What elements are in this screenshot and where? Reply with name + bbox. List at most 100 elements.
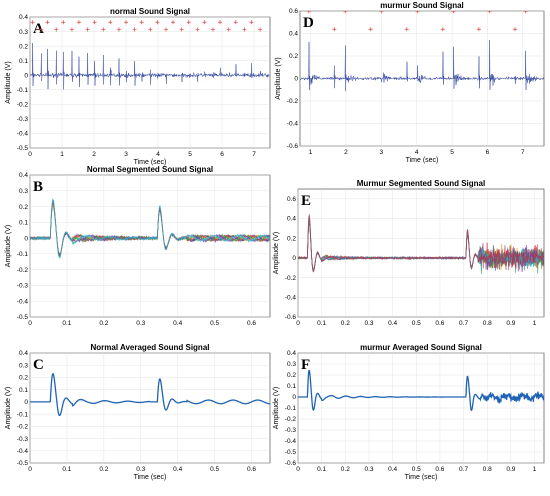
peak-marker xyxy=(513,27,518,32)
panel-letter: B xyxy=(33,179,43,195)
x-tick-label: 5 xyxy=(450,149,454,156)
x-tick-label: 0.1 xyxy=(317,466,326,473)
chart-panel-a: 0 1 2 3 4 5 6 7 -0.5 -0.4 -0.3 -0.2 -0.1 0 0.1 0.2 0.3 0.… xyxy=(5,7,271,166)
panel-letter: F xyxy=(301,357,310,373)
peak-marker xyxy=(148,27,153,32)
y-tick-label: -0.3 xyxy=(17,116,29,123)
peak-marker xyxy=(415,11,420,14)
x-tick-label: 0.8 xyxy=(483,466,492,473)
y-axis-label: Amplitude (V) xyxy=(5,387,12,429)
peak-marker xyxy=(306,11,311,14)
peak-marker xyxy=(45,20,50,25)
y-tick-label: 0.3 xyxy=(287,361,296,368)
peak-marker xyxy=(116,27,121,32)
x-tick-label: 0.4 xyxy=(173,320,182,327)
x-tick-label: 0.6 xyxy=(435,466,444,473)
y-tick-label: -0.5 xyxy=(17,314,29,321)
y-tick-label: -0.1 xyxy=(17,411,29,418)
y-tick-label: 0 xyxy=(24,72,28,79)
panel-letter: D xyxy=(303,15,314,31)
peak-marker xyxy=(39,27,44,32)
y-tick-label: 0.2 xyxy=(287,372,296,379)
y-tick-label: 0.4 xyxy=(289,31,298,38)
x-axis-label: Time (sec) xyxy=(405,474,438,481)
y-axis-label: Amplitude (V) xyxy=(5,61,12,103)
chart-panel-b: 0 0.1 0.2 0.3 0.4 0.5 0.6 -0.5 -0.4 -0.3 -0.2 -0.1 0… xyxy=(5,165,271,327)
peak-marker xyxy=(379,11,384,14)
peak-marker xyxy=(164,27,168,32)
x-tick-label: 0 xyxy=(28,466,32,473)
y-tick-label: 0.1 xyxy=(19,220,28,227)
x-tick-label: 0.9 xyxy=(506,466,515,473)
peak-marker xyxy=(85,27,90,32)
x-tick-label: 0.1 xyxy=(62,320,71,327)
peak-marker xyxy=(440,27,445,32)
peak-marker xyxy=(124,20,128,25)
peak-marker xyxy=(343,11,348,14)
y-tick-label: 0 xyxy=(294,76,298,83)
x-tick-label: 1 xyxy=(533,320,537,327)
x-tick-label: 0.6 xyxy=(435,320,444,327)
peak-marker xyxy=(54,27,59,32)
x-tick-label: 0.3 xyxy=(136,466,145,473)
x-tick-label: 7 xyxy=(521,149,525,156)
peak-marker xyxy=(202,20,207,25)
plot-content xyxy=(298,213,544,274)
panel-letter: E xyxy=(301,193,311,209)
peak-marker xyxy=(523,11,528,14)
y-tick-label: 0.2 xyxy=(287,235,296,242)
x-tick-label: 2 xyxy=(92,151,96,158)
x-tick-label: 0.8 xyxy=(483,320,492,327)
peak-marker xyxy=(179,27,184,32)
y-tick-label: -0.4 xyxy=(17,448,29,455)
x-tick-label: 6 xyxy=(486,149,490,156)
y-tick-label: 0.1 xyxy=(19,387,28,394)
y-tick-label: 0.4 xyxy=(19,350,28,357)
peak-marker xyxy=(76,20,81,25)
y-tick-label: -0.2 xyxy=(17,267,29,274)
x-tick-label: 0.2 xyxy=(99,320,108,327)
y-tick-label: 0.1 xyxy=(19,58,28,65)
plot-area xyxy=(29,16,271,149)
x-tick-label: 0.1 xyxy=(317,320,326,327)
y-tick-label: 0.3 xyxy=(19,188,28,195)
y-tick-label: 0.1 xyxy=(287,383,296,390)
x-tick-label: 0.6 xyxy=(247,320,256,327)
peak-marker xyxy=(249,20,254,25)
y-tick-label: -0.3 xyxy=(17,283,29,290)
panel-letter: C xyxy=(33,357,44,373)
y-tick-label: -0.5 xyxy=(17,460,29,467)
x-tick-label: 0.4 xyxy=(173,466,182,473)
y-tick-label: -0.1 xyxy=(285,405,297,412)
peak-marker xyxy=(171,20,176,25)
x-tick-label: 5 xyxy=(188,151,192,158)
y-tick-label: -0.5 xyxy=(285,449,297,456)
x-tick-label: 0.7 xyxy=(459,466,468,473)
peak-marker xyxy=(61,20,66,25)
x-axis-label: Time (sec) xyxy=(406,157,439,164)
y-tick-label: -0.2 xyxy=(17,424,29,431)
x-tick-label: 0.4 xyxy=(388,466,397,473)
y-tick-label: 0.3 xyxy=(19,29,28,36)
chart-panel-f: 0 0.1 0.2 0.3 0.4 0.5 0.6 0.7 0.8 0.9 1 -0.6 -0.5 -0.… xyxy=(273,343,545,481)
x-tick-label: 0.5 xyxy=(210,466,219,473)
peak-marker xyxy=(487,11,492,14)
x-tick-label: 0.5 xyxy=(210,320,219,327)
x-tick-label: 0.3 xyxy=(364,320,373,327)
peak-marker xyxy=(476,27,481,32)
chart-title: Murmur Segmented Sound Signal xyxy=(357,179,485,188)
peak-marker xyxy=(242,27,247,32)
y-tick-label: 0.6 xyxy=(287,196,296,203)
y-tick-label: -0.1 xyxy=(17,87,29,94)
y-tick-label: -0.4 xyxy=(17,131,29,138)
y-axis-label: Amplitude (V) xyxy=(273,232,280,274)
peak-marker xyxy=(233,20,238,25)
y-tick-label: 0.2 xyxy=(19,375,28,382)
y-tick-label: -0.6 xyxy=(287,143,299,150)
panel-letter: A xyxy=(33,21,44,37)
plot-area xyxy=(29,352,271,464)
x-tick-label: 2 xyxy=(344,149,348,156)
y-axis-label: Amplitude (V) xyxy=(273,387,280,429)
peak-marker xyxy=(101,27,106,32)
y-tick-label: -0.3 xyxy=(285,427,297,434)
